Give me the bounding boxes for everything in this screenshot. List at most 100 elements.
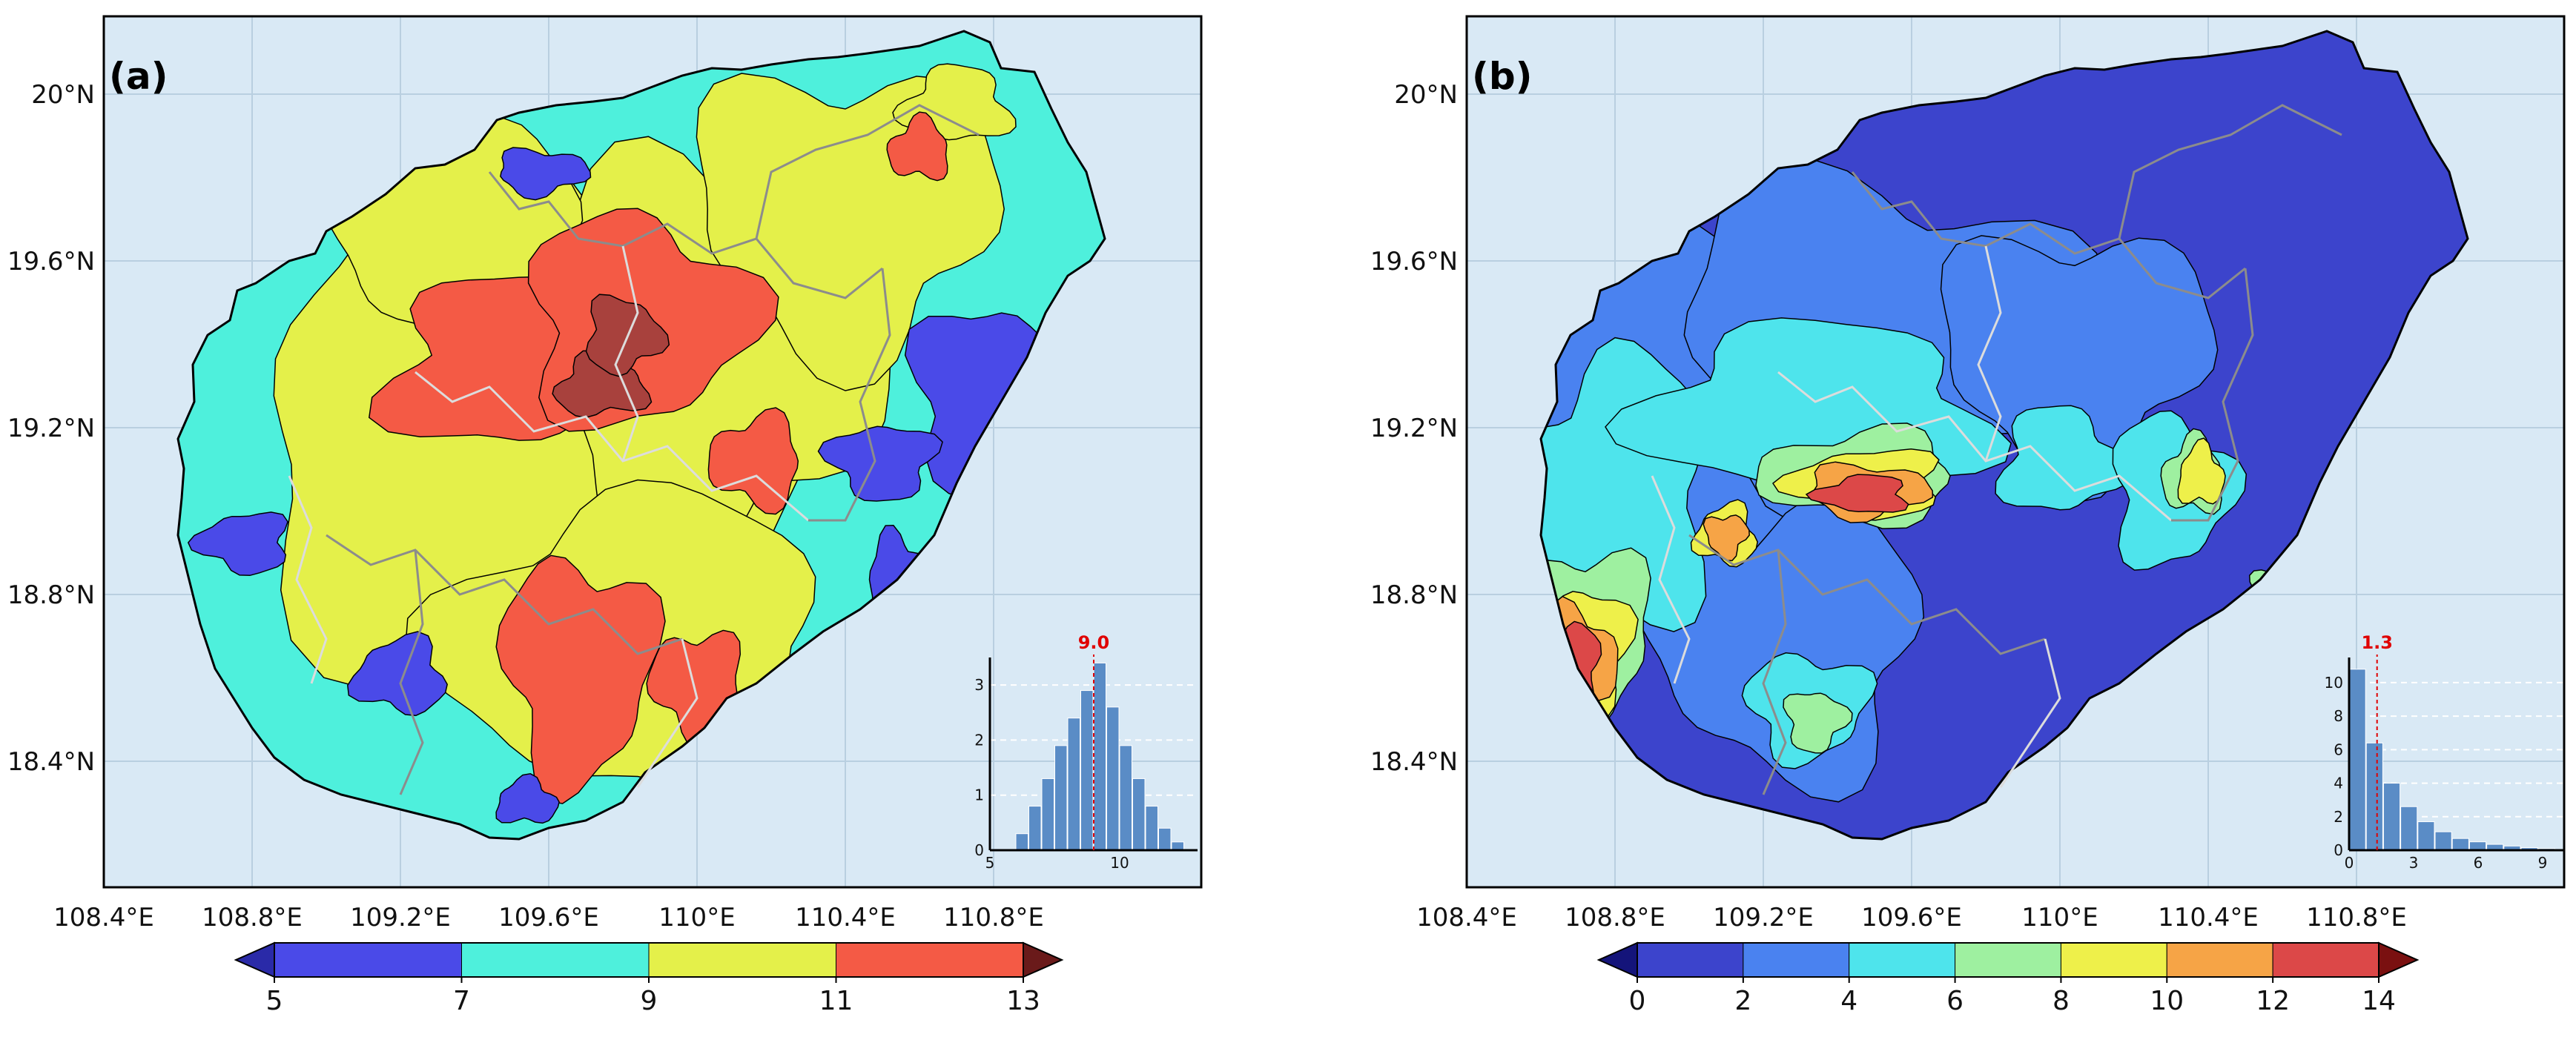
colorbar-bin bbox=[1849, 942, 1956, 978]
hist-x-tick-label: 10 bbox=[1110, 854, 1129, 872]
contour-11-13 bbox=[495, 554, 666, 804]
hist-bar bbox=[2365, 742, 2383, 851]
colorbar-bin bbox=[1637, 942, 1744, 978]
county-boundary-line bbox=[636, 638, 699, 788]
hist-median-label: 1.3 bbox=[2361, 632, 2393, 653]
colorbar-tick-label: 12 bbox=[2256, 986, 2290, 1016]
colorbar-bin bbox=[461, 942, 650, 978]
county-boundary-line bbox=[1977, 245, 2002, 462]
colorbar-b: 0 2 4 6 8 10 12 14 bbox=[1596, 941, 2420, 1016]
hist-bar bbox=[1158, 827, 1172, 851]
contour-11-13 bbox=[886, 111, 948, 182]
panel-label: (a) bbox=[109, 55, 168, 98]
hist-x-tick-label: 3 bbox=[2409, 854, 2419, 872]
contour-8-10 bbox=[2177, 437, 2226, 505]
hist-bar bbox=[2468, 841, 2487, 851]
county-boundaries bbox=[288, 104, 980, 795]
panel-b-map: (b) 108.4°E 108.8°E 109.2°E 109.6°E 110°E 110… bbox=[1370, 15, 2566, 1016]
contour-5-7 bbox=[187, 511, 288, 577]
longitude-tick-label: 108.4°E bbox=[1416, 903, 1517, 932]
latitude-tick-label: 18.4°N bbox=[7, 747, 95, 777]
colorbar-bin bbox=[1955, 942, 2061, 978]
colorbar-tick-label: 14 bbox=[2362, 986, 2396, 1016]
inset-histogram-a: 5 10 0 1 2 3 9.0 bbox=[974, 632, 1198, 872]
hist-bar bbox=[2382, 783, 2401, 851]
longitude-ticks: 108.4°E 108.8°E 109.2°E 109.6°E 110°E 110.4°E… bbox=[53, 903, 1044, 932]
contour-5-7 bbox=[817, 425, 943, 502]
hist-y-tick-label: 2 bbox=[974, 731, 984, 749]
hist-bar bbox=[2348, 669, 2366, 851]
colorbar-bin bbox=[836, 942, 1024, 978]
hist-median-label: 9.0 bbox=[1078, 632, 1110, 653]
county-boundary-line bbox=[1777, 371, 2172, 522]
colorbar-tick-label: 6 bbox=[1946, 986, 1964, 1016]
colorbar-bin bbox=[274, 942, 462, 978]
longitude-tick-label: 110.8°E bbox=[943, 903, 1044, 932]
longitude-tick-label: 108.8°E bbox=[202, 903, 303, 932]
contour-10-12 bbox=[1703, 514, 1750, 562]
county-boundary-line bbox=[415, 371, 809, 522]
colorbar-bin bbox=[1743, 942, 1850, 978]
hist-bar bbox=[1054, 745, 1068, 851]
longitude-tick-label: 110°E bbox=[2021, 903, 2098, 932]
hist-y-tick-label: 3 bbox=[974, 676, 984, 694]
county-boundary-line bbox=[1651, 475, 1691, 684]
hist-bar bbox=[1119, 745, 1132, 851]
county-boundary-line bbox=[488, 171, 883, 299]
hist-x-tick-label: 9 bbox=[2538, 854, 2548, 872]
longitude-tick-label: 110.4°E bbox=[2158, 903, 2259, 932]
county-boundary-line bbox=[399, 549, 424, 795]
county-boundary-line bbox=[326, 534, 683, 655]
contour-12-14 bbox=[1805, 474, 1909, 513]
latitude-ticks: 20°N 19.6°N 19.2°N 18.8°N 18.4°N bbox=[7, 80, 95, 777]
longitude-tick-label: 109.6°E bbox=[1861, 903, 1962, 932]
colorbar-tick-label: 7 bbox=[453, 986, 470, 1016]
colorbar-over-extend bbox=[2378, 941, 2420, 978]
longitude-tick-label: 109.6°E bbox=[498, 903, 599, 932]
hist-x-tick-label: 0 bbox=[2345, 854, 2354, 872]
colorbar-bin bbox=[2166, 942, 2273, 978]
hist-bar bbox=[1171, 841, 1184, 851]
hist-bar bbox=[1093, 662, 1106, 851]
colorbar-over-extend bbox=[1023, 941, 1064, 978]
island-coastline bbox=[176, 30, 1106, 841]
county-boundary-line bbox=[808, 268, 891, 522]
longitude-tick-label: 110°E bbox=[658, 903, 735, 932]
hist-y-tick-label: 2 bbox=[2334, 808, 2343, 826]
colorbar-tick-label: 11 bbox=[819, 986, 853, 1016]
latitude-tick-label: 20°N bbox=[31, 80, 95, 110]
hist-y-tick-label: 8 bbox=[2334, 707, 2343, 725]
colorbar-tick-label: 2 bbox=[1734, 986, 1751, 1016]
longitude-tick-label: 108.8°E bbox=[1565, 903, 1665, 932]
longitude-tick-label: 109.2°E bbox=[350, 903, 451, 932]
contour-11-13 bbox=[707, 407, 799, 515]
panel-label: (b) bbox=[1472, 55, 1533, 98]
longitude-tick-label: 110.8°E bbox=[2306, 903, 2407, 932]
colorbar-tick-label: 8 bbox=[2052, 986, 2070, 1016]
county-boundary-line bbox=[2171, 268, 2254, 522]
latitude-tick-label: 20°N bbox=[1394, 80, 1458, 110]
contour-4-6 bbox=[1995, 405, 2136, 511]
hist-bar bbox=[2434, 831, 2452, 851]
hist-y-tick-label: 0 bbox=[2334, 841, 2343, 859]
county-boundary-line bbox=[288, 475, 328, 684]
hist-y-tick-label: 4 bbox=[2334, 775, 2343, 792]
hist-x-tick-label: 6 bbox=[2474, 854, 2483, 872]
colorbar-bin bbox=[2060, 942, 2167, 978]
colorbar-tick-label: 10 bbox=[2150, 986, 2184, 1016]
longitude-ticks: 108.4°E 108.8°E 109.2°E 109.6°E 110°E 110.4°E… bbox=[1416, 903, 2407, 932]
island-coastline bbox=[1539, 30, 2469, 841]
county-boundary-line bbox=[755, 104, 980, 239]
inset-histogram-b: 0 3 6 9 0 2 4 6 8 10 1.3 bbox=[2325, 632, 2564, 872]
latitude-tick-label: 19.6°N bbox=[1370, 247, 1458, 276]
hist-bar bbox=[1041, 778, 1054, 851]
hist-y-tick-label: 6 bbox=[2334, 741, 2343, 758]
map-frame bbox=[102, 15, 1203, 889]
longitude-tick-label: 109.2°E bbox=[1713, 903, 1814, 932]
hist-bar bbox=[1132, 778, 1146, 851]
longitude-tick-label: 108.4°E bbox=[53, 903, 154, 932]
latitude-tick-label: 18.8°N bbox=[1370, 580, 1458, 610]
contour-6-8 bbox=[1783, 692, 1853, 754]
hist-y-tick-label: 1 bbox=[974, 786, 984, 804]
hist-bar bbox=[1015, 833, 1028, 851]
